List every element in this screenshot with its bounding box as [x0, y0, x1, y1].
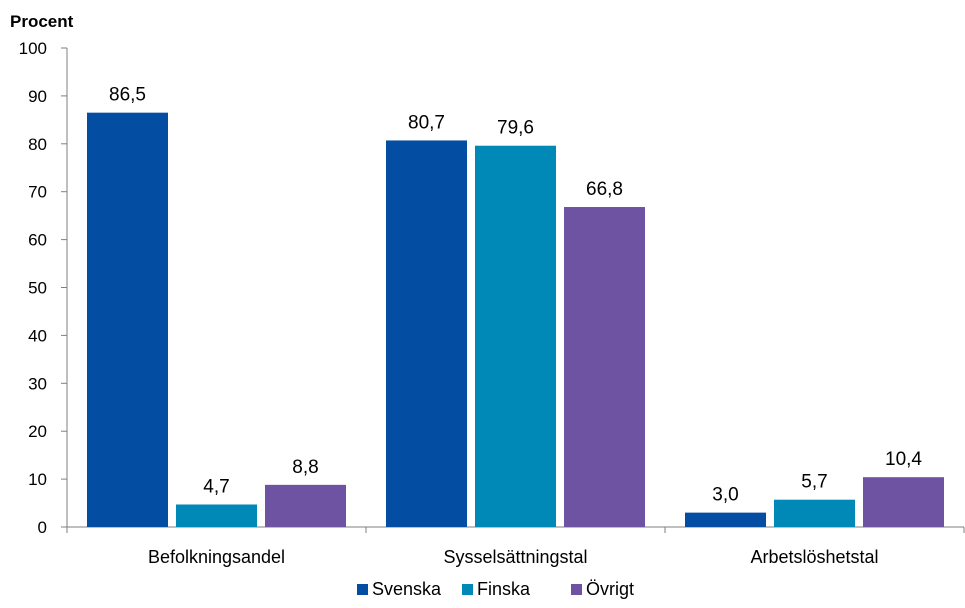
bar--vrigt-3 — [863, 477, 944, 527]
bar-svenska-1 — [87, 112, 168, 527]
legend-swatch — [462, 584, 473, 595]
y-tick-label: 10 — [28, 470, 47, 489]
data-label: 8,8 — [292, 457, 318, 478]
data-label: 10,4 — [885, 449, 922, 470]
data-label: 3,0 — [712, 485, 738, 506]
bar-finska-1 — [176, 504, 257, 527]
y-tick-label: 100 — [19, 39, 47, 58]
legend: Svenska Finska Övrigt — [357, 579, 634, 599]
value-labels-group: 86,5 4,7 8,8 80,7 79,6 66,8 3,0 5,7 10,4 — [109, 85, 922, 506]
legend-swatch — [357, 584, 368, 595]
bar-svenska-2 — [386, 140, 467, 527]
bar--vrigt-1 — [265, 484, 346, 527]
data-label: 80,7 — [408, 112, 445, 133]
bar-svenska-3 — [685, 512, 766, 527]
bar-finska-3 — [774, 499, 855, 527]
y-tick-label: 90 — [28, 87, 47, 106]
data-label: 66,8 — [586, 179, 623, 200]
y-tick-label: 40 — [28, 326, 47, 345]
category-label: Arbetslöshetstal — [750, 547, 878, 567]
y-tick-label: 80 — [28, 135, 47, 154]
y-tick-label: 60 — [28, 231, 47, 250]
y-axis-title: Procent — [10, 12, 74, 31]
y-tick-label: 0 — [38, 518, 47, 537]
bars-group — [87, 112, 944, 527]
data-label: 79,6 — [497, 118, 534, 139]
y-tick-label: 70 — [28, 183, 47, 202]
legend-label: Finska — [477, 579, 531, 599]
legend-swatch — [571, 584, 582, 595]
x-axis-ticks — [66, 527, 965, 533]
bar--vrigt-2 — [564, 207, 645, 527]
data-label: 4,7 — [203, 476, 229, 497]
category-label: Befolkningsandel — [148, 547, 285, 567]
bar-finska-2 — [475, 145, 556, 527]
y-tick-label: 20 — [28, 422, 47, 441]
data-label: 86,5 — [109, 85, 146, 106]
y-tick-label: 30 — [28, 374, 47, 393]
legend-label: Övrigt — [586, 579, 634, 599]
category-label: Sysselsättningstal — [443, 547, 587, 567]
y-tick-label: 50 — [28, 279, 47, 298]
category-labels-group: Befolkningsandel Sysselsättningstal Arbets… — [148, 547, 879, 567]
y-axis-ticks: 0 10 20 30 40 50 60 70 80 90 100 — [19, 39, 67, 537]
legend-label: Svenska — [372, 579, 442, 599]
data-label: 5,7 — [801, 472, 827, 493]
